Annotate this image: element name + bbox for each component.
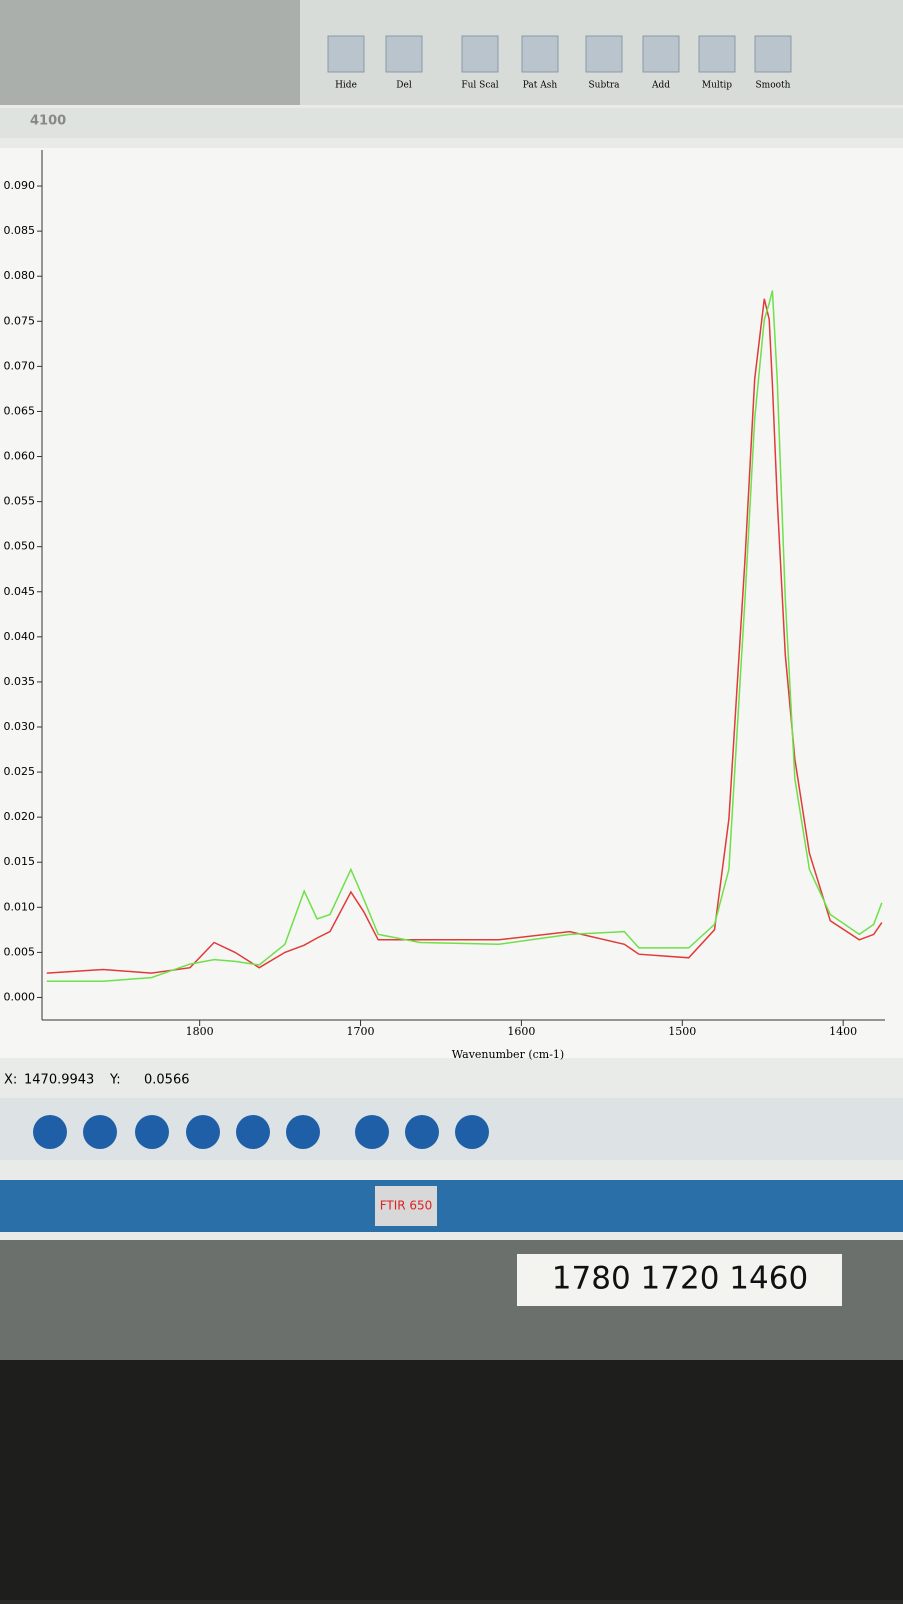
y-tick-label: 0.070 (4, 359, 36, 372)
window-title: 4100 (30, 114, 66, 129)
taskbar-app[interactable]: FTIR 650 (380, 1199, 433, 1213)
toolbar-button[interactable] (461, 35, 499, 73)
x-tick-label: 1700 (347, 1025, 375, 1038)
taskbar (0, 1180, 903, 1232)
toolbar-button-label[interactable]: Ful Scal (461, 81, 498, 91)
y-tick-label: 0.015 (4, 855, 36, 868)
y-tick-label: 0.010 (4, 900, 36, 913)
x-tick-label: 1400 (829, 1025, 857, 1038)
tool-icon[interactable] (286, 1115, 320, 1149)
toolbar-button[interactable] (585, 35, 623, 73)
spectrum-line (46, 290, 883, 982)
y-tick-label: 0.035 (4, 675, 36, 688)
x-tick-label: 1800 (186, 1025, 214, 1038)
spectrum-line (46, 298, 883, 974)
y-tick-label: 0.080 (4, 269, 36, 282)
toolbar-button[interactable] (327, 35, 365, 73)
status-y-label: Y: (109, 1073, 121, 1088)
tool-icon[interactable] (33, 1115, 67, 1149)
tool-icon[interactable] (455, 1115, 489, 1149)
ftir-icon[interactable] (375, 1186, 437, 1226)
x-axis-label: Wavenumber (cm-1) (452, 1048, 564, 1061)
x-tick-label: 1600 (507, 1025, 535, 1038)
y-tick-label: 0.020 (4, 810, 36, 823)
toolbar-button[interactable] (642, 35, 680, 73)
y-tick-label: 0.060 (4, 450, 36, 463)
y-tick-label: 0.025 (4, 765, 36, 778)
toolbar-button[interactable] (385, 35, 423, 73)
y-tick-label: 0.090 (4, 179, 36, 192)
plot-panel (0, 148, 903, 1058)
sticky-note (517, 1254, 842, 1306)
toolbar-button-label[interactable]: Smooth (756, 81, 791, 91)
tool-icon[interactable] (186, 1115, 220, 1149)
y-tick-label: 0.030 (4, 720, 36, 733)
y-tick-label: 0.085 (4, 224, 36, 237)
tool-icon[interactable] (355, 1115, 389, 1149)
x-tick-label: 1500 (668, 1025, 696, 1038)
toolbar-button[interactable] (754, 35, 792, 73)
toolbar-button[interactable] (521, 35, 559, 73)
y-tick-label: 0.000 (4, 990, 36, 1003)
tool-icon[interactable] (236, 1115, 270, 1149)
tool-icon[interactable] (83, 1115, 117, 1149)
toolbar-button-label[interactable]: Del (396, 81, 412, 91)
status-y-value: 0.0566 (144, 1073, 190, 1088)
y-tick-label: 0.050 (4, 540, 36, 553)
toolbar-button-label[interactable]: Subtra (588, 81, 620, 91)
y-tick-label: 0.055 (4, 495, 36, 508)
status-x-value: 1470.9943 (24, 1073, 94, 1088)
y-tick-label: 0.065 (4, 404, 36, 417)
sticky-note-text: 1780 1720 1460 (552, 1261, 808, 1297)
title-bar (0, 108, 903, 138)
tool-icons (33, 1115, 489, 1149)
y-tick-label: 0.040 (4, 630, 36, 643)
y-tick-label: 0.045 (4, 585, 36, 598)
status-x-label: X: (4, 1073, 17, 1088)
toolbar-button[interactable] (698, 35, 736, 73)
toolbar-button-label[interactable]: Add (651, 81, 670, 91)
tool-icon[interactable] (405, 1115, 439, 1149)
y-tick-label: 0.005 (4, 945, 36, 958)
y-tick-label: 0.075 (4, 314, 36, 327)
tool-icon[interactable] (135, 1115, 169, 1149)
shadow (0, 0, 300, 105)
toolbar-button-label[interactable]: Hide (335, 81, 357, 91)
toolbar-button-label[interactable]: Multip (702, 81, 732, 91)
desk (0, 1360, 903, 1600)
toolbar-button-label[interactable]: Pat Ash (523, 81, 558, 91)
